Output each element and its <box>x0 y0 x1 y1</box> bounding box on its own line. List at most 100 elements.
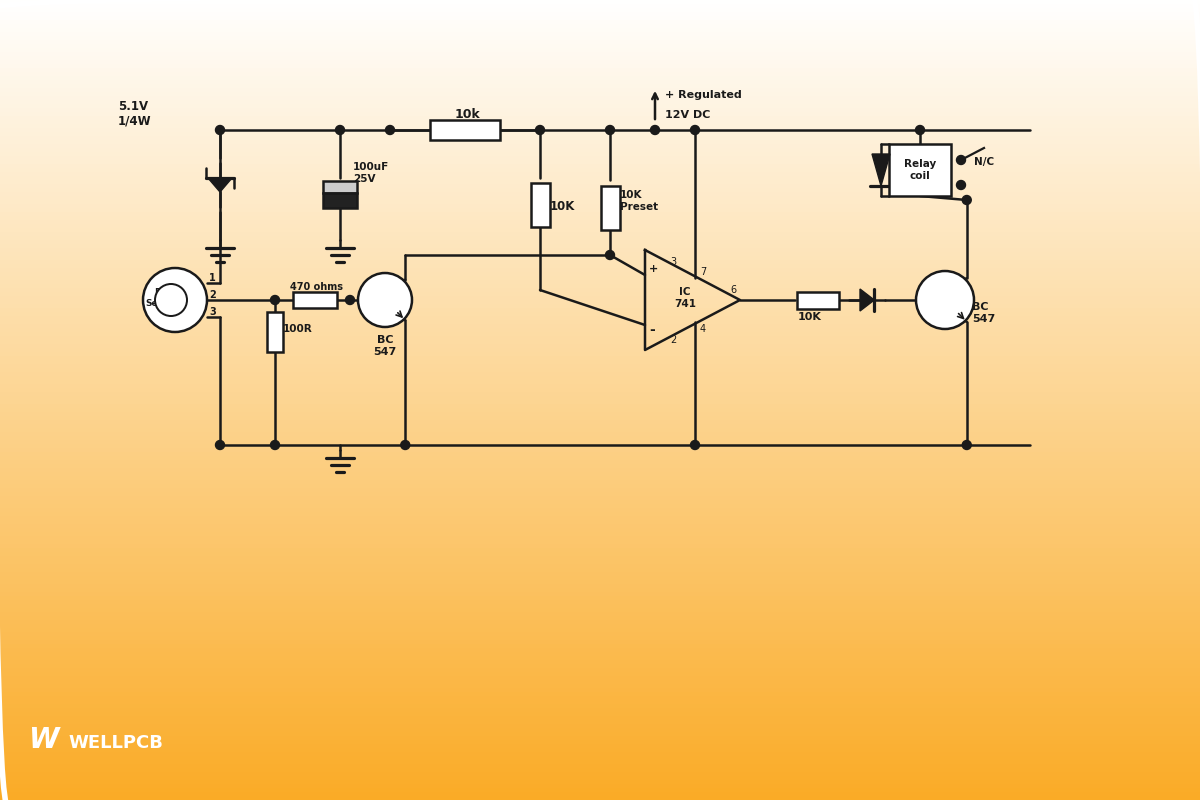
Bar <box>0 660 1200 664</box>
Bar <box>0 148 1200 152</box>
Text: 1: 1 <box>209 273 216 283</box>
Bar <box>0 476 1200 480</box>
Bar <box>0 396 1200 400</box>
Bar <box>0 500 1200 504</box>
Bar <box>0 592 1200 596</box>
Bar <box>0 620 1200 624</box>
Bar <box>0 120 1200 124</box>
Text: 3: 3 <box>670 257 676 267</box>
Bar <box>0 668 1200 672</box>
Text: 470 ohms: 470 ohms <box>290 282 343 292</box>
Bar <box>0 752 1200 756</box>
Bar <box>0 696 1200 700</box>
Text: 2: 2 <box>670 335 677 345</box>
Bar <box>0 780 1200 784</box>
Bar <box>0 516 1200 520</box>
Bar <box>0 512 1200 516</box>
Bar <box>0 304 1200 308</box>
Bar <box>0 736 1200 740</box>
Bar <box>0 368 1200 372</box>
Bar <box>0 176 1200 180</box>
Circle shape <box>606 126 614 134</box>
Text: 10k: 10k <box>455 108 481 121</box>
Bar <box>0 584 1200 588</box>
Bar <box>0 436 1200 440</box>
Bar <box>0 320 1200 324</box>
Bar <box>0 160 1200 164</box>
Bar <box>0 588 1200 592</box>
Bar <box>0 264 1200 268</box>
Bar <box>0 48 1200 52</box>
Circle shape <box>270 441 280 450</box>
Circle shape <box>916 126 924 134</box>
Bar <box>0 416 1200 420</box>
Text: N/C: N/C <box>974 157 994 167</box>
Bar <box>0 608 1200 612</box>
Circle shape <box>401 441 409 450</box>
Bar <box>0 548 1200 552</box>
Circle shape <box>962 195 971 205</box>
Bar <box>0 0 1200 4</box>
Bar <box>0 140 1200 144</box>
Bar <box>0 132 1200 136</box>
Bar <box>0 100 1200 104</box>
Bar <box>0 756 1200 760</box>
Bar <box>0 24 1200 28</box>
Bar <box>0 172 1200 176</box>
Bar <box>0 576 1200 580</box>
Bar <box>0 428 1200 432</box>
Text: WELLPCB: WELLPCB <box>68 734 163 752</box>
Bar <box>0 252 1200 256</box>
Circle shape <box>216 441 224 450</box>
Bar <box>0 116 1200 120</box>
Bar <box>0 656 1200 660</box>
Bar <box>0 772 1200 776</box>
Bar <box>0 364 1200 368</box>
Circle shape <box>916 271 974 329</box>
Bar <box>0 72 1200 76</box>
Bar <box>0 36 1200 40</box>
Bar <box>0 616 1200 620</box>
Bar <box>0 40 1200 44</box>
Bar <box>0 64 1200 68</box>
FancyBboxPatch shape <box>530 183 550 227</box>
Text: 3: 3 <box>209 307 216 317</box>
Bar <box>0 444 1200 448</box>
Bar <box>0 720 1200 724</box>
Bar <box>0 380 1200 384</box>
Bar <box>0 12 1200 16</box>
FancyBboxPatch shape <box>797 291 839 309</box>
Circle shape <box>358 273 412 327</box>
Bar <box>0 56 1200 60</box>
Bar <box>0 268 1200 272</box>
FancyBboxPatch shape <box>430 120 500 140</box>
Bar <box>0 504 1200 508</box>
Bar <box>0 460 1200 464</box>
Text: 2: 2 <box>209 290 216 300</box>
Bar <box>0 336 1200 340</box>
Circle shape <box>956 155 966 165</box>
Bar <box>0 468 1200 472</box>
Bar <box>0 652 1200 656</box>
FancyBboxPatch shape <box>323 181 358 193</box>
Bar <box>0 704 1200 708</box>
Bar <box>0 768 1200 772</box>
Bar <box>0 292 1200 296</box>
Bar <box>0 204 1200 208</box>
Circle shape <box>270 295 280 305</box>
Bar <box>0 640 1200 644</box>
Bar <box>0 676 1200 680</box>
Bar <box>0 212 1200 216</box>
Bar <box>0 580 1200 584</box>
Bar <box>0 776 1200 780</box>
Bar <box>0 492 1200 496</box>
Circle shape <box>385 126 395 134</box>
Text: 4: 4 <box>700 324 706 334</box>
Bar <box>0 600 1200 604</box>
Bar <box>0 408 1200 412</box>
Bar <box>0 208 1200 212</box>
Bar <box>0 92 1200 96</box>
Bar <box>0 520 1200 524</box>
Bar <box>0 284 1200 288</box>
Bar <box>0 312 1200 316</box>
